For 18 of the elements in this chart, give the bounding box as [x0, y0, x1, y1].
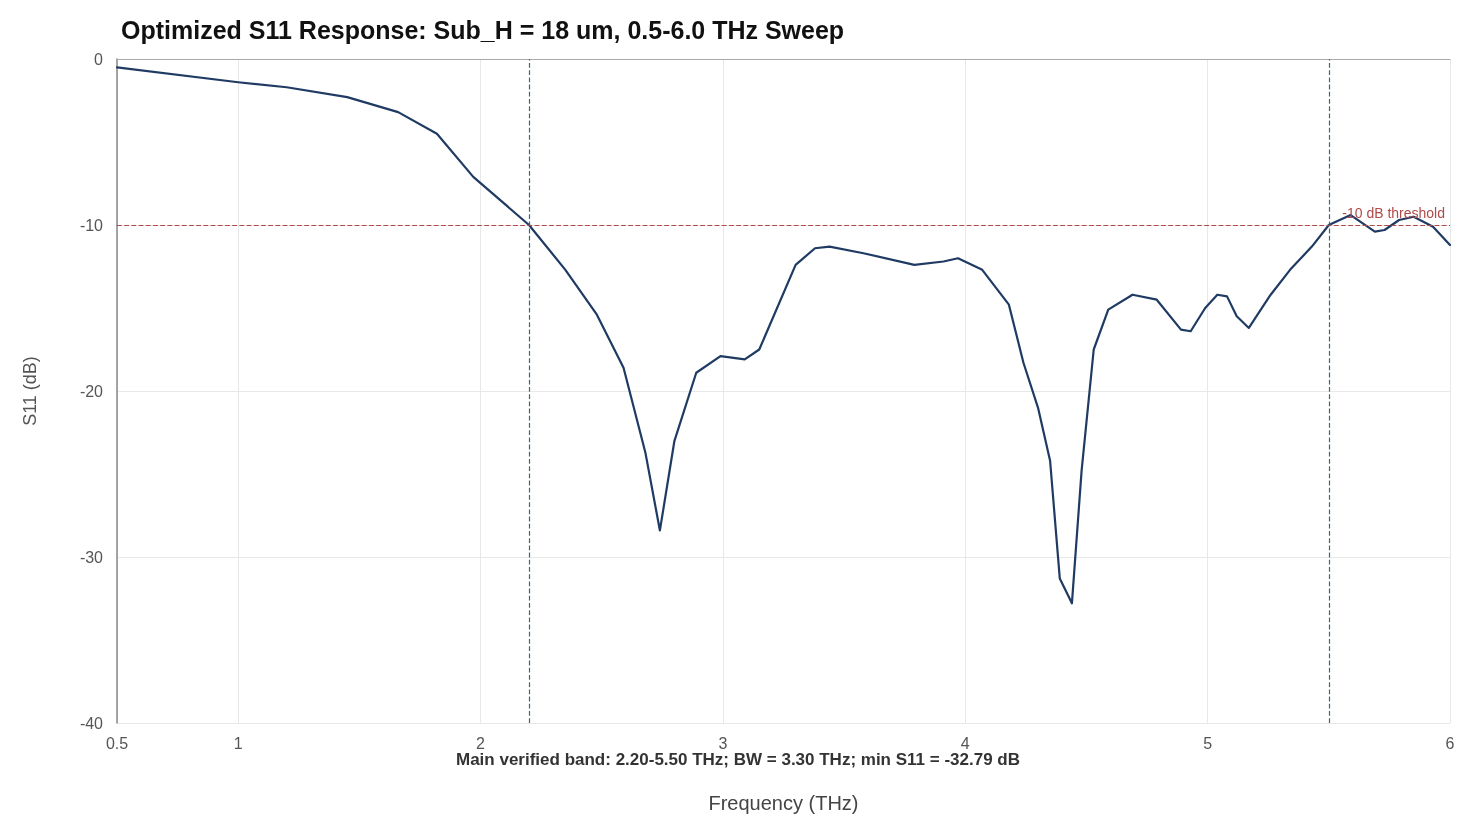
line-series: [115, 66, 1452, 605]
x-tick-label: 1: [233, 734, 243, 752]
x-tick-label: 0.5: [105, 734, 129, 752]
x-tick-label: 5: [1203, 734, 1213, 752]
y-tick-label: 0: [94, 50, 104, 68]
y-axis-title: S11 (dB): [20, 356, 40, 426]
x-tick-label: 3: [718, 734, 728, 752]
y-tick-label: -30: [79, 548, 104, 566]
x-tick-label: 6: [1445, 734, 1455, 752]
x-tick-label: 4: [960, 734, 970, 752]
x-tick-label: 2: [476, 734, 486, 752]
ref-line-label: -10 dB threshold: [1342, 205, 1445, 221]
y-tick-label: -20: [79, 382, 104, 400]
text: Main verified band: 2.20-5.50 THz; BW = 3.30 THz; min S11 = -32.79 dB: [456, 750, 1021, 769]
chart-title: Optimized S11 Response: Sub_H = 18 um, 0.5-6.0 THz Sweep: [121, 15, 845, 44]
y-tick-label: -40: [79, 714, 104, 732]
x-axis-title: Frequency (THz): [708, 792, 859, 814]
y-tick-label: -10: [79, 216, 104, 234]
